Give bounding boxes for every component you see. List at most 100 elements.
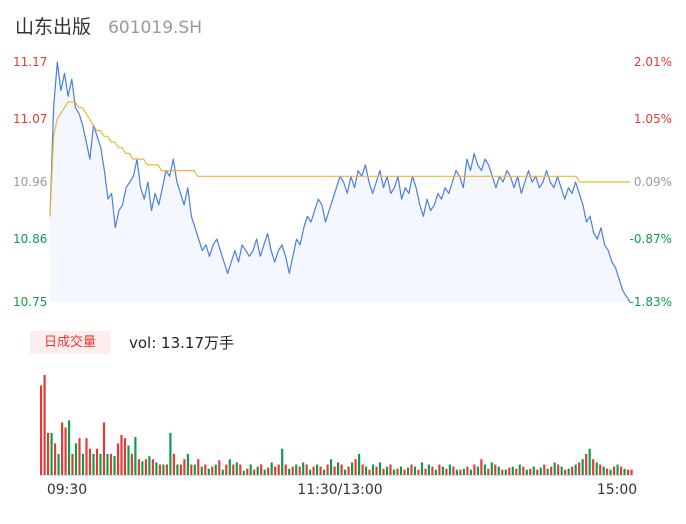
volume-mode-tab[interactable]: 日成交量 <box>30 331 110 354</box>
volume-bar <box>427 464 430 475</box>
volume-bar-chart: 09:30 11:30/13:00 15:00 <box>40 375 637 498</box>
volume-bar <box>225 464 228 475</box>
volume-bar <box>599 464 602 475</box>
volume-bar <box>371 464 375 475</box>
price-tick-label: 10.96 <box>13 175 47 189</box>
volume-bar <box>326 464 329 475</box>
volume-bar <box>539 467 542 475</box>
volume-bar <box>417 469 420 475</box>
volume-bar <box>144 459 147 475</box>
volume-bar <box>274 466 277 475</box>
volume-bar <box>385 466 389 475</box>
volume-bar <box>399 466 403 475</box>
volume-bar <box>120 435 123 475</box>
volume-bar <box>588 448 591 475</box>
volume-bar <box>543 464 546 475</box>
volume-bar <box>487 468 490 475</box>
volume-bar <box>529 468 532 475</box>
volume-bar <box>351 462 354 475</box>
volume-bar <box>141 461 144 475</box>
volume-bar <box>553 462 556 475</box>
volume-bar <box>560 466 563 475</box>
volume-bar <box>193 464 196 475</box>
volume-bar <box>347 466 350 475</box>
price-tick-label: 11.07 <box>13 112 47 126</box>
volume-bar <box>375 466 378 475</box>
volume-bar <box>305 464 308 475</box>
volume-bar <box>609 469 612 475</box>
volume-bar <box>172 453 175 475</box>
volume-bar <box>483 464 486 475</box>
volume-bar <box>288 468 291 475</box>
volume-bar <box>221 469 224 475</box>
volume-bar <box>57 453 60 475</box>
price-tick-label: 11.17 <box>13 55 47 69</box>
volume-bar <box>109 453 113 475</box>
volume-bar <box>130 453 133 475</box>
volume-bar <box>291 466 294 475</box>
volume-bar <box>330 459 333 475</box>
volume-bar <box>455 469 458 475</box>
volume-bar <box>256 466 259 475</box>
volume-bar <box>424 468 427 475</box>
volume-bar <box>630 469 633 475</box>
volume-bar <box>74 443 78 475</box>
volume-bar <box>267 467 270 475</box>
volume-bar <box>298 466 301 475</box>
volume-bar <box>246 468 249 475</box>
volume-bar <box>620 466 623 475</box>
volume-bar <box>92 453 95 475</box>
volume-bar <box>64 427 67 475</box>
volume-bar <box>410 464 413 475</box>
intraday-price-chart: 11.17 2.01% 11.07 1.05% 10.96 0.09% 10.86 -0.87… <box>13 55 672 309</box>
volume-bar <box>54 443 57 475</box>
volume-bar <box>183 459 186 475</box>
volume-bar <box>270 462 273 475</box>
volume-bar <box>277 464 280 475</box>
volume-bar <box>396 468 399 475</box>
volume-bar <box>501 469 504 475</box>
volume-bar <box>228 459 231 475</box>
volume-bar <box>179 464 182 475</box>
volume-bar <box>504 469 507 475</box>
volume-bar <box>480 459 483 475</box>
volume-bar <box>532 466 535 475</box>
volume-bar <box>102 422 106 475</box>
volume-bar <box>78 438 81 475</box>
percent-tick-label: -1.83% <box>630 295 672 309</box>
volume-bar <box>319 466 322 475</box>
volume-bar <box>113 456 116 475</box>
volume-bar <box>50 432 53 475</box>
volume-bar <box>627 469 630 475</box>
volume-bar <box>574 464 577 475</box>
volume-bar <box>116 443 120 475</box>
price-tick-label: 10.75 <box>13 295 47 309</box>
volume-bar <box>438 464 441 475</box>
volume-bar <box>88 448 92 475</box>
volume-bar <box>365 466 368 475</box>
volume-bar <box>71 453 74 475</box>
volume-bar <box>281 448 284 475</box>
volume-bar <box>557 464 560 475</box>
volume-bar <box>511 466 514 475</box>
volume-bar <box>186 453 189 475</box>
volume-bar <box>155 462 158 475</box>
volume-bar <box>123 438 127 475</box>
volume-bar <box>413 466 417 475</box>
volume-bar <box>550 466 553 475</box>
volume-bar <box>602 466 605 475</box>
volume-bar <box>476 466 479 475</box>
percent-tick-label: -0.87% <box>630 232 672 246</box>
volume-bar <box>368 469 371 475</box>
volume-bar <box>61 422 64 475</box>
volume-bar <box>249 464 252 475</box>
volume-bar <box>525 469 528 475</box>
volume-bar <box>389 464 392 475</box>
volume-bar <box>85 438 88 475</box>
volume-bar <box>148 456 151 475</box>
stock-header: 山东出版 601019.SH <box>15 12 202 40</box>
stock-code: 601019.SH <box>108 18 202 38</box>
volume-bar <box>200 466 203 475</box>
volume-bar <box>546 468 549 475</box>
volume-bar <box>595 462 598 475</box>
